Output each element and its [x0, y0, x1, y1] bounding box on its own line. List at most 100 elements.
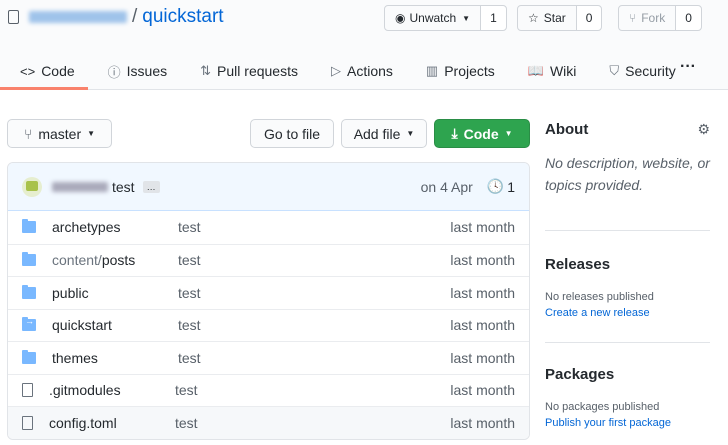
file-browser: test … on 4 Apr 🕓 1 archetypes test last m…	[7, 162, 530, 440]
repo-icon	[8, 10, 19, 24]
create-release-link[interactable]: Create a new release	[545, 307, 650, 319]
expand-commit-button[interactable]: …	[142, 180, 160, 193]
watch-button-group[interactable]: ◉ Unwatch ▼ 1	[384, 5, 507, 31]
caret-down-icon: ▼	[87, 129, 96, 138]
commit-message-link[interactable]: test	[178, 252, 201, 269]
commit-count[interactable]: 1	[507, 178, 515, 195]
repo-owner-link[interactable]	[29, 11, 127, 23]
packages-text: No packages published	[545, 401, 660, 413]
commit-message-link[interactable]: test	[178, 284, 201, 301]
commit-age: last month	[450, 317, 515, 334]
gear-icon[interactable]: ⚙	[697, 121, 710, 137]
commit-age: last month	[450, 284, 515, 301]
file-row: content/posts test last month	[8, 243, 529, 277]
tab-security[interactable]: ⛉ Security	[609, 63, 676, 79]
file-row: public test last month	[8, 276, 529, 309]
caret-down-icon: ▼	[504, 129, 513, 138]
fork-icon: ⑂	[629, 11, 637, 25]
project-icon: ▥	[425, 63, 439, 78]
repo-nav: <> Code ⓘ Issues ⇅ Pull requests ▷ Actions ▥…	[0, 52, 689, 90]
file-name-link[interactable]: themes	[52, 349, 98, 366]
star-button-group[interactable]: ☆ Star 0	[517, 5, 603, 31]
divider	[545, 230, 710, 231]
file-icon	[22, 383, 33, 398]
repo-name-link[interactable]: quickstart	[142, 6, 224, 27]
tab-pull-requests[interactable]: ⇅ Pull requests	[200, 63, 298, 79]
commit-age: last month	[450, 252, 515, 269]
branch-icon: ⑂	[23, 125, 33, 142]
folder-icon	[22, 349, 36, 364]
shield-icon: ⛉	[609, 63, 620, 78]
caret-down-icon: ▼	[462, 13, 471, 23]
repo-header: / quickstart ◉ Unwatch ▼ 1 ☆ Star 0 ⑂ Fork 0…	[0, 0, 728, 90]
star-button[interactable]: ☆ Star	[528, 11, 566, 25]
folder-icon	[22, 219, 36, 234]
download-icon: ⤓	[451, 125, 458, 141]
commit-age: last month	[450, 382, 515, 399]
file-row: themes test last month	[8, 341, 529, 374]
commit-age: last month	[450, 349, 515, 366]
file-icon	[22, 415, 33, 430]
commit-message[interactable]: test	[112, 178, 135, 195]
folder-icon	[22, 252, 36, 267]
history-icon[interactable]: 🕓	[486, 178, 505, 194]
file-name-link[interactable]: .gitmodules	[49, 382, 121, 399]
file-name-link[interactable]: quickstart	[52, 317, 112, 334]
commit-message-link[interactable]: test	[175, 382, 198, 399]
file-name-link[interactable]: public	[52, 284, 89, 301]
packages-heading[interactable]: Packages	[545, 366, 615, 383]
repo-title: / quickstart	[8, 6, 224, 28]
separator: /	[132, 6, 138, 27]
star-count[interactable]: 0	[575, 6, 602, 30]
fork-count[interactable]: 0	[675, 6, 701, 30]
issue-icon: ⓘ	[107, 64, 121, 80]
branch-select[interactable]: ⑂ master ▼	[7, 119, 112, 148]
pull-request-icon: ⇅	[200, 63, 212, 78]
fork-button-group[interactable]: ⑂ Fork 0	[618, 5, 702, 31]
releases-section: Releases No releases published Create a …	[545, 256, 654, 319]
tab-code[interactable]: <> Code	[0, 52, 88, 90]
commit-date: on 4 Apr	[420, 178, 473, 195]
eye-icon: ◉	[395, 11, 406, 25]
avatar[interactable]	[22, 176, 42, 197]
code-button[interactable]: ⤓ Code ▼	[434, 119, 530, 148]
publish-package-link[interactable]: Publish your first package	[545, 417, 671, 429]
commit-author[interactable]	[52, 181, 108, 192]
releases-heading[interactable]: Releases	[545, 256, 611, 273]
tab-issues[interactable]: ⓘ Issues	[107, 63, 168, 80]
file-row: .gitmodules test last month	[8, 373, 529, 407]
watch-count[interactable]: 1	[480, 6, 506, 30]
unwatch-button[interactable]: ◉ Unwatch ▼	[395, 11, 471, 25]
commit-message-link[interactable]: test	[178, 219, 201, 236]
commit-age: last month	[450, 414, 515, 431]
star-icon: ☆	[528, 11, 539, 25]
file-row: archetypes test last month	[8, 211, 529, 244]
about-text: No description, website, or topics provi…	[545, 155, 710, 193]
folder-icon	[22, 284, 36, 299]
divider	[545, 342, 710, 343]
file-name-link[interactable]: content/posts	[52, 252, 136, 269]
book-icon: 📖	[527, 63, 544, 78]
commit-message-link[interactable]: test	[178, 317, 201, 334]
releases-text: No releases published	[545, 291, 654, 303]
add-file-button[interactable]: Add file ▼	[341, 119, 427, 148]
commit-message-link[interactable]: test	[178, 349, 201, 366]
about-heading: About	[545, 121, 589, 138]
submodule-icon	[22, 316, 36, 332]
commit-age: last month	[450, 219, 515, 236]
tab-wiki[interactable]: 📖 Wiki	[527, 63, 577, 79]
file-name-link[interactable]: archetypes	[52, 219, 121, 236]
commit-message-link[interactable]: test	[175, 414, 198, 431]
tab-projects[interactable]: ▥ Projects	[425, 63, 495, 79]
play-icon: ▷	[330, 63, 341, 78]
latest-commit: test … on 4 Apr 🕓 1	[8, 163, 529, 211]
packages-section: Packages No packages published Publish y…	[545, 366, 671, 429]
tab-actions[interactable]: ▷ Actions	[330, 63, 393, 79]
more-menu-button[interactable]: ···	[680, 58, 696, 75]
fork-button[interactable]: ⑂ Fork	[629, 11, 666, 25]
code-icon: <>	[20, 63, 36, 79]
go-to-file-button[interactable]: Go to file	[250, 119, 334, 148]
file-name-link[interactable]: config.toml	[49, 414, 117, 431]
caret-down-icon: ▼	[406, 129, 415, 138]
about-section: About ⚙ No description, website, or topi…	[545, 121, 710, 196]
